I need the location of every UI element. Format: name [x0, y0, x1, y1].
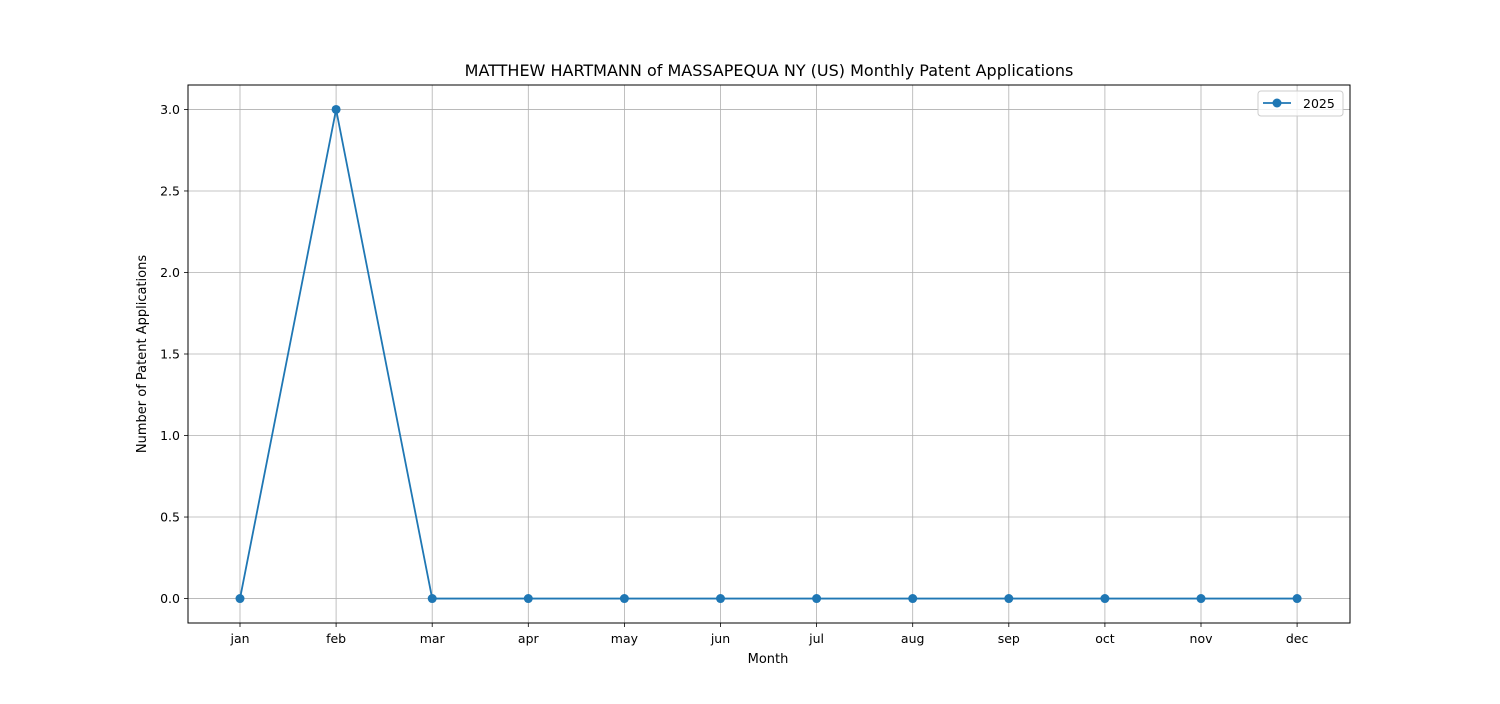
x-tick-label-aug: aug — [901, 631, 925, 646]
x-tick-label-nov: nov — [1190, 631, 1214, 646]
y-tick-label: 2.5 — [160, 183, 180, 198]
y-tick-label: 1.5 — [160, 347, 180, 362]
data-point-may — [620, 594, 629, 603]
x-tick-label-mar: mar — [420, 631, 446, 646]
y-tick-label: 3.0 — [160, 102, 180, 117]
x-axis-label: Month — [748, 652, 789, 667]
data-point-aug — [908, 594, 917, 603]
x-tick-label-jul: jul — [808, 631, 824, 646]
legend: 2025 — [1258, 91, 1343, 116]
y-tick-label: 2.0 — [160, 265, 180, 280]
legend-marker — [1273, 99, 1282, 108]
x-tick-label-oct: oct — [1095, 631, 1115, 646]
data-point-dec — [1293, 594, 1302, 603]
x-tick-label-sep: sep — [998, 631, 1020, 646]
y-axis-label: Number of Patent Applications — [135, 255, 150, 453]
y-tick-label: 1.0 — [160, 428, 180, 443]
data-point-mar — [428, 594, 437, 603]
data-point-oct — [1100, 594, 1109, 603]
x-tick-label-dec: dec — [1286, 631, 1309, 646]
data-point-sep — [1004, 594, 1013, 603]
x-tick-label-may: may — [611, 631, 639, 646]
x-tick-label-jan: jan — [229, 631, 249, 646]
chart-title: MATTHEW HARTMANN of MASSAPEQUA NY (US) M… — [465, 61, 1074, 80]
data-point-jun — [716, 594, 725, 603]
x-tick-label-jun: jun — [710, 631, 730, 646]
x-tick-label-feb: feb — [326, 631, 346, 646]
y-tick-label: 0.5 — [160, 510, 180, 525]
legend-label-2025: 2025 — [1303, 96, 1335, 111]
y-tick-label: 0.0 — [160, 591, 180, 606]
data-point-jul — [812, 594, 821, 603]
x-tick-label-apr: apr — [518, 631, 540, 646]
data-point-feb — [332, 105, 341, 114]
data-point-nov — [1197, 594, 1206, 603]
data-point-jan — [236, 594, 245, 603]
data-point-apr — [524, 594, 533, 603]
